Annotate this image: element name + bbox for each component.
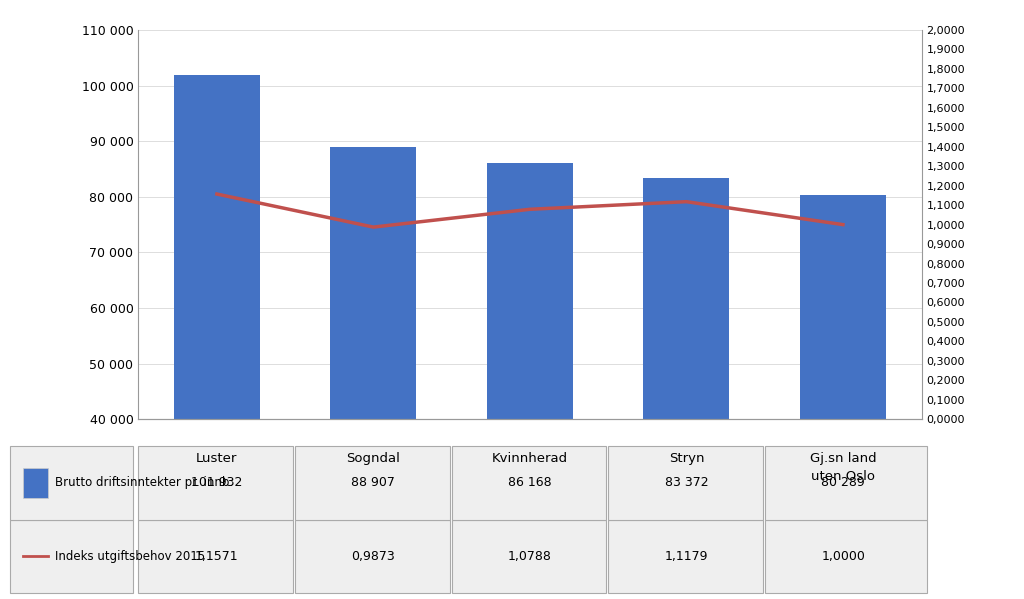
Text: Sogndal: Sogndal (346, 452, 400, 465)
Text: 101 932: 101 932 (190, 476, 243, 489)
Text: 88 907: 88 907 (351, 476, 395, 489)
Text: Gj.sn land: Gj.sn land (810, 452, 877, 465)
Text: Stryn: Stryn (669, 452, 705, 465)
Text: Brutto driftsinntekter pr. innb.: Brutto driftsinntekter pr. innb. (55, 476, 233, 489)
Text: Kvinnherad: Kvinnherad (492, 452, 568, 465)
Text: Luster: Luster (196, 452, 238, 465)
Bar (643, 178, 729, 599)
Text: 80 289: 80 289 (821, 476, 865, 489)
Bar (174, 75, 260, 599)
Text: 1,1571: 1,1571 (195, 550, 239, 563)
Bar (486, 162, 573, 599)
Text: 1,0000: 1,0000 (821, 550, 865, 563)
Text: 1,1179: 1,1179 (665, 550, 709, 563)
Text: uten Oslo: uten Oslo (811, 470, 876, 483)
Bar (800, 195, 886, 599)
Text: Indeks utgiftsbehov 2015: Indeks utgiftsbehov 2015 (55, 550, 206, 563)
Text: 83 372: 83 372 (665, 476, 709, 489)
Text: 1,0788: 1,0788 (508, 550, 552, 563)
Text: 86 168: 86 168 (508, 476, 552, 489)
Bar (331, 147, 417, 599)
Text: 0,9873: 0,9873 (351, 550, 395, 563)
